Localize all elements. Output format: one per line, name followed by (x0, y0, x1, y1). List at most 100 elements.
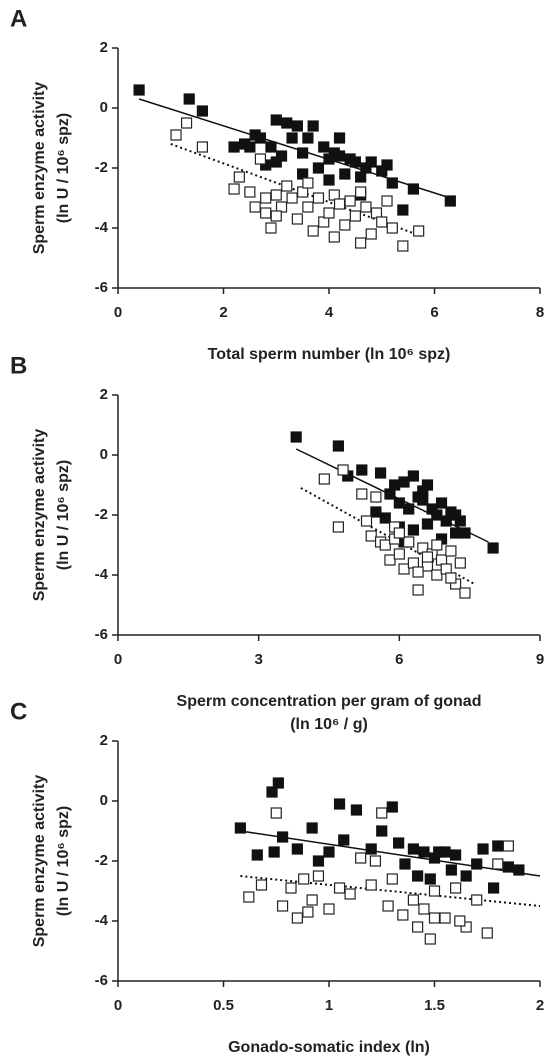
data-point (286, 192, 298, 204)
data-point (337, 464, 349, 476)
data-point (386, 222, 398, 234)
x-tick-label: 0 (114, 304, 122, 321)
x-tick-label: 1.5 (424, 997, 445, 1014)
data-point (285, 882, 297, 894)
data-point (332, 440, 344, 452)
data-point (421, 551, 434, 563)
data-point (243, 891, 255, 903)
data-point (403, 503, 415, 515)
data-point (435, 497, 448, 509)
data-point (286, 132, 298, 144)
data-point (417, 485, 429, 497)
data-point (424, 933, 436, 945)
data-point (355, 237, 367, 249)
y-axis-label: (ln U / 10⁶ spz) (55, 460, 72, 571)
data-point (460, 870, 472, 882)
data-point (270, 210, 282, 222)
data-point (398, 563, 410, 575)
x-tick-label: 6 (430, 304, 438, 321)
trend-line (240, 875, 541, 907)
data-point (338, 834, 350, 846)
data-point (492, 840, 504, 852)
data-point (360, 201, 372, 213)
data-point (281, 180, 293, 192)
data-point (328, 231, 340, 243)
panel-letter: C (10, 698, 27, 725)
data-point (312, 870, 325, 882)
data-point (481, 927, 493, 939)
data-point (244, 186, 256, 198)
data-point (307, 120, 319, 132)
data-point (433, 846, 445, 858)
y-axis-label: Sperm enzyme activity (31, 82, 48, 255)
data-point (502, 861, 514, 873)
data-point (376, 825, 388, 837)
data-point (355, 852, 367, 864)
data-point (254, 153, 267, 165)
data-point (445, 864, 457, 876)
data-point (365, 879, 377, 891)
data-point (487, 542, 499, 554)
data-point (265, 141, 277, 153)
x-tick-label: 1 (325, 997, 333, 1014)
y-tick-label: -2 (95, 506, 108, 523)
data-point (356, 488, 368, 500)
data-point (344, 195, 356, 207)
data-point (412, 921, 424, 933)
data-point (393, 497, 405, 509)
data-point (459, 527, 471, 539)
data-point (302, 906, 314, 918)
data-point (460, 921, 472, 933)
data-point (228, 183, 240, 195)
data-point (431, 569, 443, 581)
data-point (450, 509, 462, 521)
x-tick-label: 0 (114, 651, 122, 668)
data-point (444, 195, 456, 207)
data-point (386, 873, 398, 885)
data-point (381, 159, 393, 171)
data-point (291, 213, 303, 225)
y-tick-label: 2 (100, 386, 108, 403)
data-point (255, 879, 268, 891)
data-point (233, 171, 245, 183)
data-point (276, 900, 289, 912)
data-point (477, 843, 489, 855)
data-point (234, 822, 246, 834)
data-point (339, 219, 351, 231)
data-point (407, 470, 419, 482)
y-axis-label: Sperm enzyme activity (31, 429, 48, 602)
data-point (350, 804, 363, 816)
data-point (312, 855, 325, 867)
data-point (183, 93, 195, 105)
x-axis-label: Total sperm number (ln 10⁶ spz) (208, 346, 451, 363)
data-point (445, 545, 457, 557)
data-point (393, 548, 405, 560)
data-point (459, 587, 471, 599)
y-axis-label: (ln U / 10⁶ spz) (55, 113, 72, 224)
data-point (302, 132, 314, 144)
data-point (376, 807, 388, 819)
data-point (323, 174, 335, 186)
data-point (349, 156, 361, 168)
data-point (381, 195, 393, 207)
data-point (170, 129, 182, 141)
data-point (344, 888, 356, 900)
x-tick-label: 0 (114, 997, 122, 1014)
data-point (323, 846, 335, 858)
data-point (428, 885, 441, 897)
data-point (471, 894, 483, 906)
data-point (270, 114, 282, 126)
data-point (349, 210, 361, 222)
y-tick-label: 0 (100, 99, 108, 116)
data-point (428, 912, 441, 924)
panel-letter: A (10, 5, 27, 32)
data-point (487, 882, 500, 894)
data-point (270, 156, 282, 168)
data-point (413, 225, 425, 237)
data-point (407, 183, 419, 195)
trend-line (240, 830, 541, 877)
data-point (397, 240, 409, 252)
x-axis-label: Gonado-somatic index (ln) (228, 1039, 430, 1056)
data-point (365, 228, 377, 240)
